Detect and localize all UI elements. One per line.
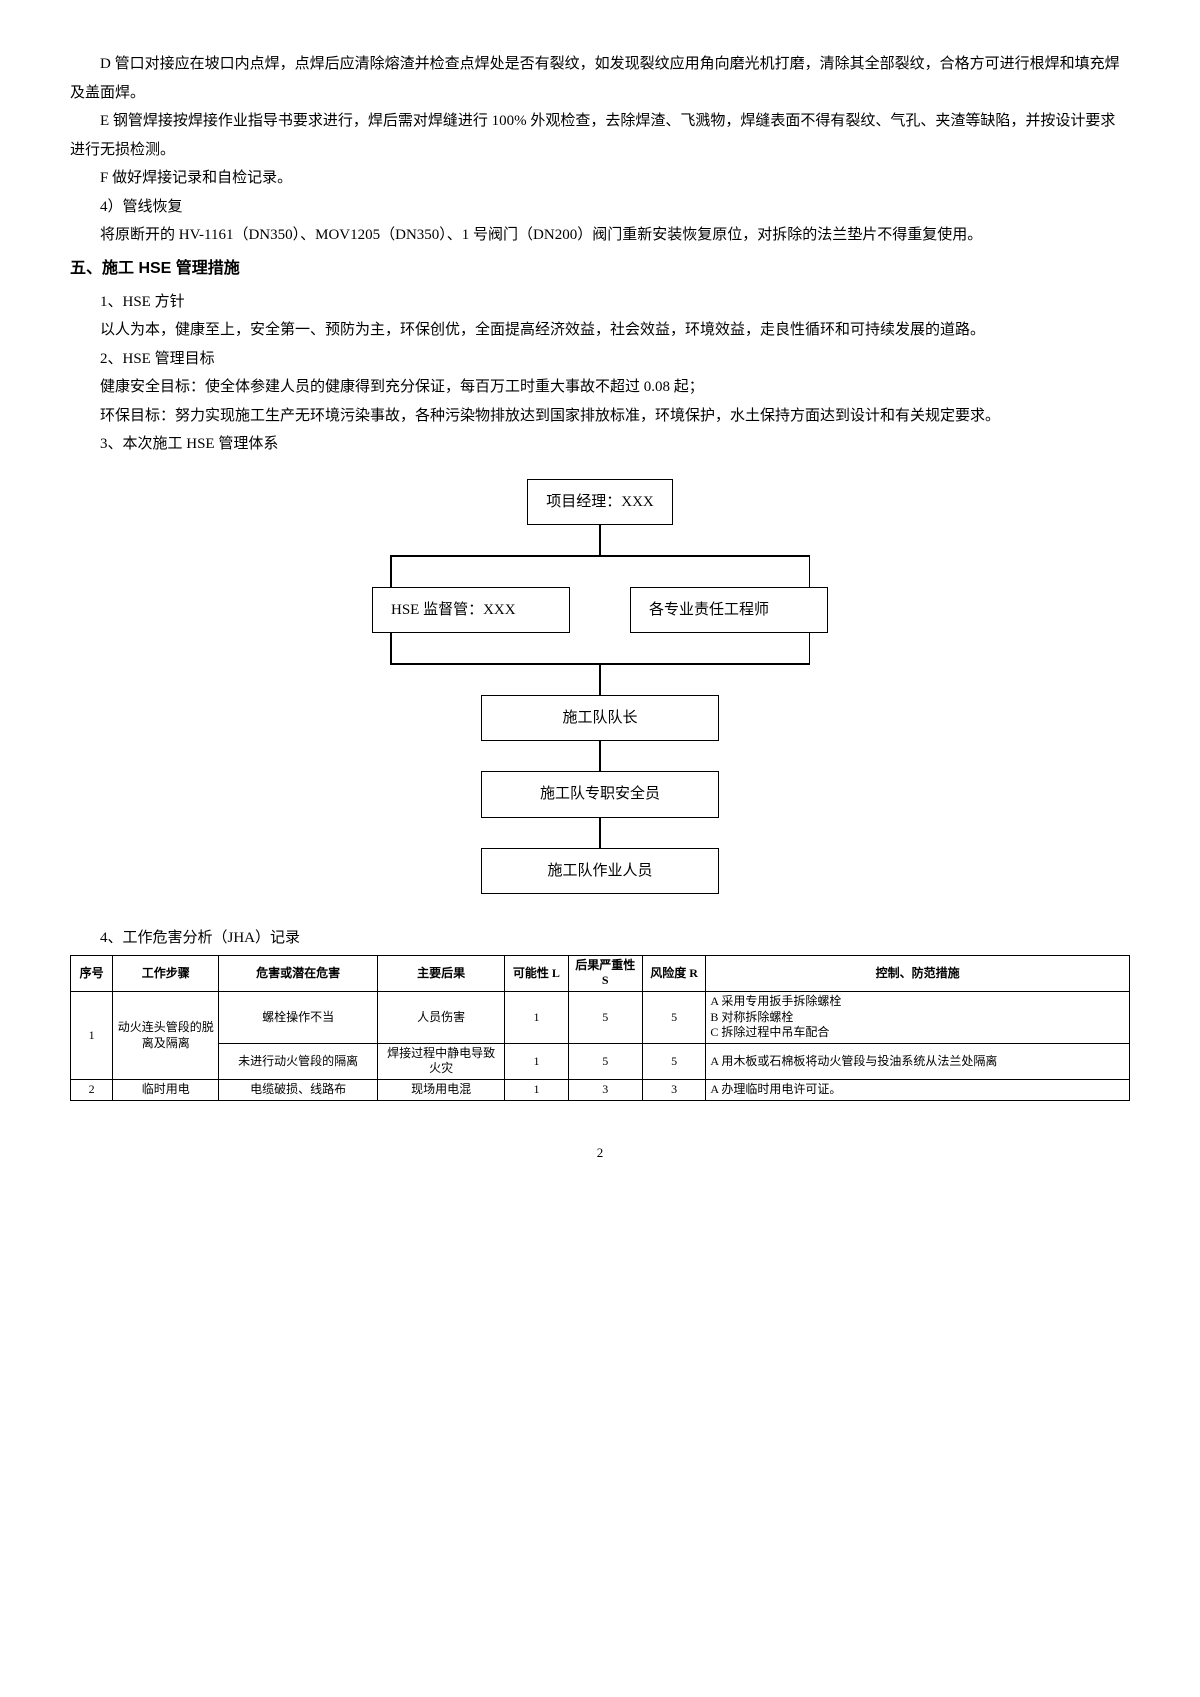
cell-s: 5 [568, 992, 642, 1044]
table-header-row: 序号 工作步骤 危害或潜在危害 主要后果 可能性 L 后果严重性 S 风险度 R… [71, 955, 1130, 991]
cell-result: 焊接过程中静电导致火灾 [378, 1043, 505, 1079]
jha-table: 序号 工作步骤 危害或潜在危害 主要后果 可能性 L 后果严重性 S 风险度 R… [70, 955, 1130, 1101]
node-safety: 施工队专职安全员 [481, 771, 719, 818]
node-captain: 施工队队长 [481, 695, 719, 742]
node-hse: HSE 监督管：XXX [372, 587, 570, 634]
para-f: F 做好焊接记录和自检记录。 [70, 164, 1130, 193]
sub-1: 1、HSE 方针 [70, 288, 1130, 317]
node-engineer: 各专业责任工程师 [630, 587, 828, 634]
flowchart-container: 项目经理：XXX HSE 监督管：XXX 各专业责任工程师 施工队队长 施工队专… [70, 479, 1130, 895]
para-e: E 钢管焊接按焊接作业指导书要求进行，焊后需对焊缝进行 100% 外观检查，去除… [70, 107, 1130, 164]
cell-r: 5 [642, 1043, 706, 1079]
sub-2: 2、HSE 管理目标 [70, 345, 1130, 374]
para-4: 4）管线恢复 [70, 193, 1130, 222]
cell-ctrl: A 用木板或石棉板将动火管段与投油系统从法兰处隔离 [706, 1043, 1130, 1079]
cell-l: 1 [505, 1043, 569, 1079]
th-hazard: 危害或潜在危害 [219, 955, 378, 991]
table-title: 4、工作危害分析（JHA）记录 [70, 924, 1130, 953]
th-ctrl: 控制、防范措施 [706, 955, 1130, 991]
cell-r: 5 [642, 992, 706, 1044]
cell-l: 1 [505, 1080, 569, 1101]
table-row: 2临时用电电缆破损、线路布现场用电混133A 办理临时用电许可证。 [71, 1080, 1130, 1101]
heading-5: 五、施工 HSE 管理措施 [70, 254, 1130, 284]
cell-hazard: 未进行动火管段的隔离 [219, 1043, 378, 1079]
th-r: 风险度 R [642, 955, 706, 991]
page-number: 2 [70, 1141, 1130, 1166]
cell-l: 1 [505, 992, 569, 1044]
th-s: 后果严重性 S [568, 955, 642, 991]
cell-r: 3 [642, 1080, 706, 1101]
para-d: D 管口对接应在坡口内点焊，点焊后应清除熔渣并检查点焊处是否有裂纹，如发现裂纹应… [70, 50, 1130, 107]
node-pm: 项目经理：XXX [527, 479, 673, 526]
cell-hazard: 电缆破损、线路布 [219, 1080, 378, 1101]
table-row: 未进行动火管段的隔离焊接过程中静电导致火灾155A 用木板或石棉板将动火管段与投… [71, 1043, 1130, 1079]
th-step: 工作步骤 [113, 955, 219, 991]
cell-step: 动火连头管段的脱离及隔离 [113, 992, 219, 1080]
th-result: 主要后果 [378, 955, 505, 991]
sub-2-body: 健康安全目标：使全体参建人员的健康得到充分保证，每百万工时重大事故不超过 0.0… [70, 373, 1130, 402]
cell-result: 现场用电混 [378, 1080, 505, 1101]
sub-2-body2: 环保目标：努力实现施工生产无环境污染事故，各种污染物排放达到国家排放标准，环境保… [70, 402, 1130, 431]
cell-ctrl: A 采用专用扳手拆除螺栓B 对称拆除螺栓C 拆除过程中吊车配合 [706, 992, 1130, 1044]
sub-3: 3、本次施工 HSE 管理体系 [70, 430, 1130, 459]
cell-seq: 2 [71, 1080, 113, 1101]
cell-s: 5 [568, 1043, 642, 1079]
para-pipe-restore: 将原断开的 HV-1161（DN350）、MOV1205（DN350）、1 号阀… [70, 221, 1130, 250]
cell-ctrl: A 办理临时用电许可证。 [706, 1080, 1130, 1101]
th-seq: 序号 [71, 955, 113, 991]
node-workers: 施工队作业人员 [481, 848, 719, 895]
sub-1-body: 以人为本，健康至上，安全第一、预防为主，环保创优，全面提高经济效益，社会效益，环… [70, 316, 1130, 345]
table-row: 1动火连头管段的脱离及隔离螺栓操作不当人员伤害155A 采用专用扳手拆除螺栓B … [71, 992, 1130, 1044]
cell-step: 临时用电 [113, 1080, 219, 1101]
cell-s: 3 [568, 1080, 642, 1101]
th-l: 可能性 L [505, 955, 569, 991]
cell-seq: 1 [71, 992, 113, 1080]
jha-table-section: 4、工作危害分析（JHA）记录 序号 工作步骤 危害或潜在危害 主要后果 可能性… [70, 924, 1130, 1100]
cell-hazard: 螺栓操作不当 [219, 992, 378, 1044]
cell-result: 人员伤害 [378, 992, 505, 1044]
